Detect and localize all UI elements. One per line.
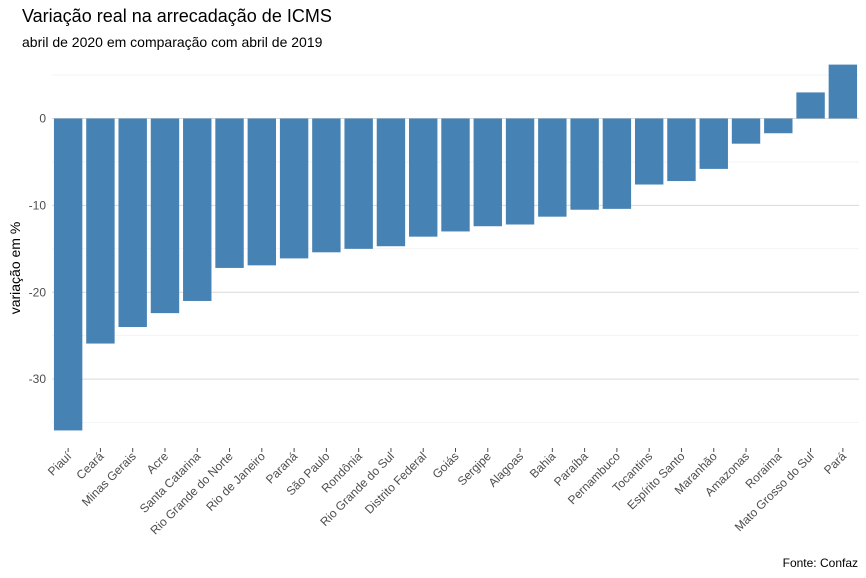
- x-tick-label: Alagoas: [486, 449, 527, 490]
- chart-title: Variação real na arrecadação de ICMS: [22, 6, 332, 26]
- bar: [118, 118, 147, 328]
- x-tick-label: Piauí: [45, 449, 75, 479]
- bar: [215, 118, 244, 268]
- bar: [828, 64, 858, 119]
- y-tick-label: -20: [29, 285, 47, 299]
- y-tick-label: -30: [29, 372, 47, 386]
- bar: [602, 118, 632, 209]
- bar: [699, 118, 728, 169]
- bar: [441, 118, 470, 232]
- bar: [473, 118, 502, 227]
- x-tick-label: Pará: [821, 449, 849, 477]
- chart-subtitle: abril de 2020 em comparação com abril de…: [22, 34, 323, 50]
- y-tick-label: -10: [29, 198, 47, 212]
- bar: [409, 118, 438, 237]
- bar: [764, 118, 793, 134]
- bar: [538, 118, 567, 217]
- bar: [53, 118, 83, 431]
- bar: [279, 118, 309, 259]
- x-tick-label: Acre: [144, 449, 172, 477]
- bar: [570, 118, 599, 210]
- bar: [634, 118, 664, 185]
- chart-caption: Fonte: Confaz: [782, 556, 858, 570]
- bar: [344, 118, 373, 249]
- bar: [247, 118, 277, 266]
- bar: [731, 118, 761, 144]
- bar: [376, 118, 406, 247]
- bar: [86, 118, 115, 344]
- bar: [796, 92, 825, 119]
- bar: [150, 118, 180, 314]
- y-axis-ticks: 0 -10 -20 -30: [29, 111, 47, 386]
- y-axis-label: variação em %: [7, 222, 23, 315]
- bar: [183, 118, 212, 301]
- bars: [53, 64, 858, 431]
- bar: [505, 118, 535, 225]
- bar: [667, 118, 696, 182]
- y-tick-label: 0: [39, 111, 46, 125]
- bar: [312, 118, 341, 253]
